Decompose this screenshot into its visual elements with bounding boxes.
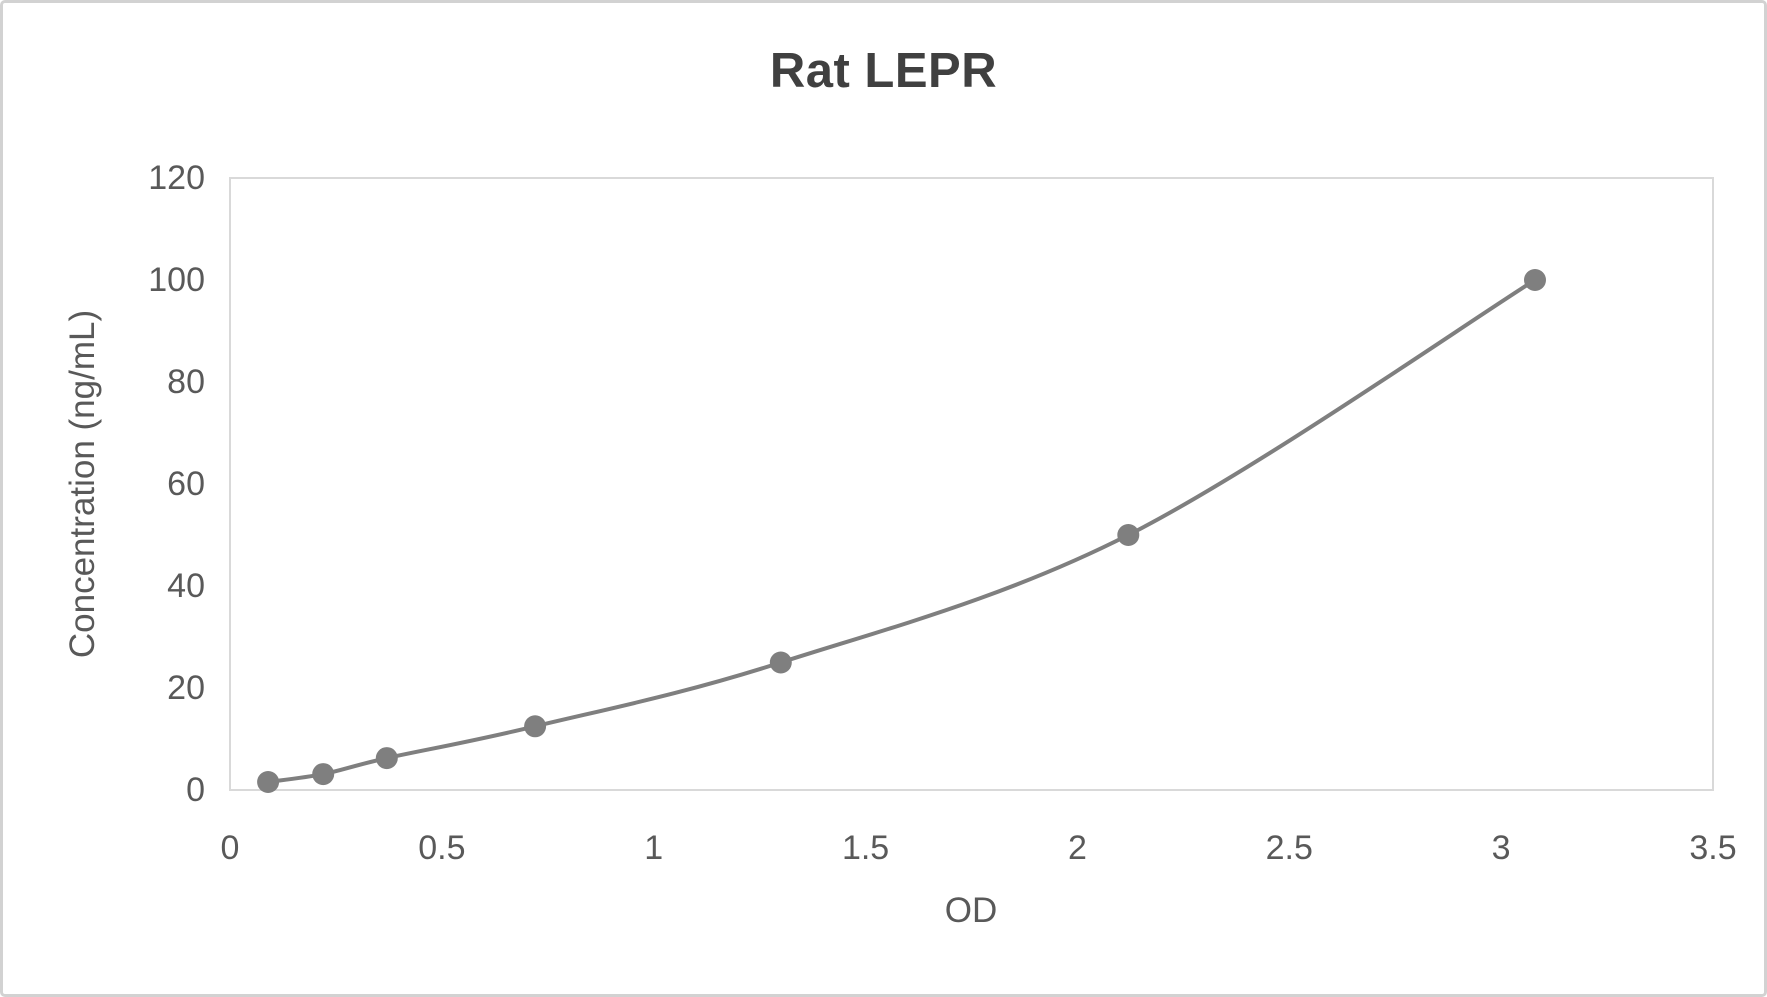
data-point-marker [769, 651, 792, 674]
y-tick-label: 20 [167, 669, 205, 707]
standard-curve-line [266, 278, 1537, 785]
x-tick-label: 1.5 [842, 829, 889, 867]
y-tick-label: 80 [167, 363, 205, 401]
data-point-marker [524, 715, 547, 738]
x-tick-label: 1 [644, 829, 663, 867]
y-axis-label: Concentration (ng/mL) [63, 309, 102, 659]
x-tick-label: 2.5 [1266, 829, 1313, 867]
data-point-marker [312, 763, 335, 786]
y-tick-label: 120 [148, 159, 205, 197]
data-point-marker [375, 747, 398, 770]
x-tick-label: 3.5 [1689, 829, 1736, 867]
data-point-marker [1117, 524, 1140, 546]
x-tick-label: 0 [221, 829, 240, 867]
data-point-marker [1524, 269, 1546, 291]
y-tick-label: 0 [186, 771, 205, 809]
x-tick-label: 0.5 [418, 829, 465, 867]
chart-title: Rat LEPR [769, 44, 998, 98]
y-tick-label: 60 [167, 465, 205, 503]
y-tick-label: 100 [148, 261, 205, 299]
x-axis-label: OD [944, 891, 998, 930]
x-tick-label: 2 [1068, 829, 1087, 867]
data-point-marker [257, 771, 280, 793]
line-chart-plot: 0 0.5 1 1.5 2 2.5 3 3.5 0 20 40 60 80 100 120 [148, 159, 1736, 867]
plot-area-border [229, 177, 1714, 791]
y-tick-label: 40 [167, 567, 205, 605]
x-tick-label: 3 [1492, 829, 1511, 867]
